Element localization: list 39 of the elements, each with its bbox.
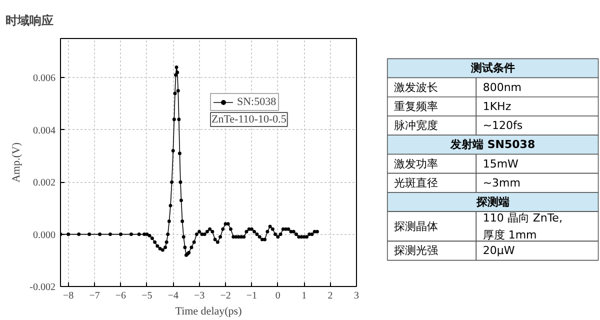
- x-tick-label: −1: [246, 290, 258, 302]
- text: 15mW: [482, 157, 518, 170]
- category-label: 重复频率: [394, 100, 438, 113]
- text: ~120fs: [482, 119, 523, 132]
- x-tick-label: −8: [63, 290, 74, 302]
- category-label: 探测光强: [394, 244, 438, 258]
- x-axis-title: Time delay(ps): [175, 306, 242, 318]
- text: ~3mm: [482, 176, 520, 190]
- category-label: 探测晶体: [394, 220, 438, 233]
- category-label: 激发功率: [394, 157, 438, 170]
- y-tick-label: 0.006: [33, 73, 56, 84]
- chart-title: 时域响应: [6, 14, 54, 28]
- category-label: 探测端: [475, 196, 510, 208]
- legend-label: SN:5038: [237, 96, 276, 108]
- category-label: 脉冲宽度: [394, 119, 438, 132]
- text: 1KHz: [482, 100, 512, 113]
- x-tick-label: −6: [115, 290, 126, 302]
- annotation: ZnTe-110-10-0.5: [212, 114, 287, 126]
- x-tick-label: −2: [220, 290, 231, 302]
- category-label: 光斑直径: [394, 176, 438, 190]
- x-tick-label: 3: [354, 290, 359, 302]
- x-tick-label: −5: [142, 290, 152, 302]
- x-tick-label: 1: [302, 290, 307, 302]
- category-label: 测试条件: [470, 62, 515, 75]
- y-tick-label: -0.002: [30, 282, 56, 293]
- y-tick-label: 0.002: [33, 178, 56, 189]
- y-axis-title: Amp.(V): [10, 142, 23, 183]
- text: 20μW: [482, 244, 515, 258]
- category-label: 激发波长: [394, 80, 438, 94]
- category-label: 发射端 SN5038: [450, 138, 536, 152]
- text: 110 晶向 ZnTe, 厚度 1mm: [482, 211, 562, 242]
- x-tick-label: 0: [275, 290, 280, 302]
- x-tick-label: −4: [168, 290, 178, 302]
- x-tick-label: −7: [89, 290, 100, 302]
- text: 800nm: [482, 80, 522, 94]
- x-tick-label: 2: [328, 290, 333, 302]
- x-tick-label: −3: [194, 290, 205, 302]
- y-tick-label: 0.000: [33, 230, 56, 241]
- y-tick-label: 0.004: [33, 125, 56, 136]
